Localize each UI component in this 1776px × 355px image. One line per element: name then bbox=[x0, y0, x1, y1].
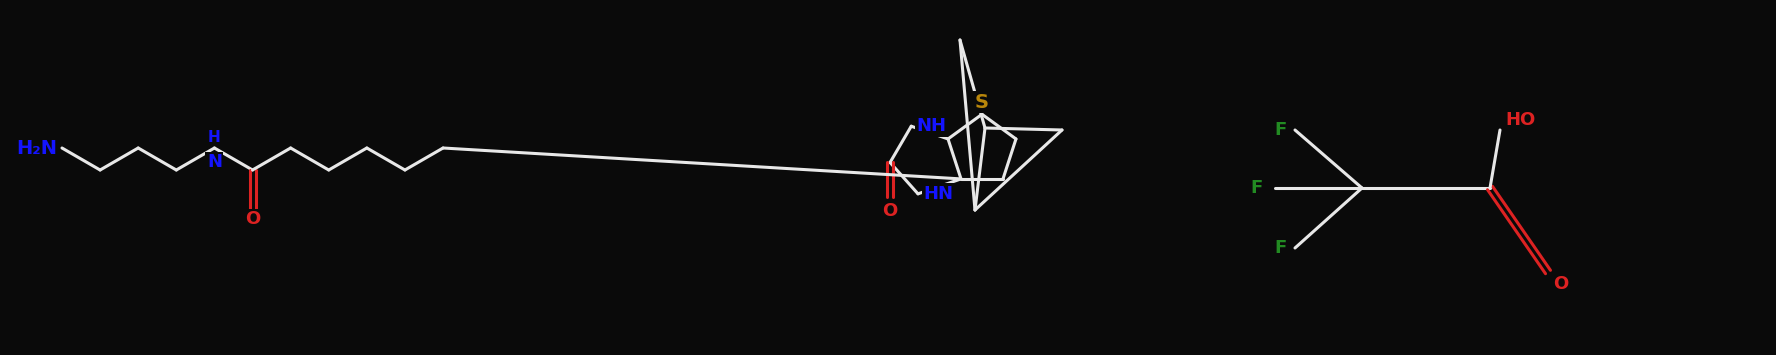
Text: O: O bbox=[1552, 275, 1568, 293]
Text: H: H bbox=[208, 130, 220, 145]
Text: NH: NH bbox=[916, 117, 947, 135]
Text: O: O bbox=[245, 210, 259, 228]
Text: HN: HN bbox=[924, 185, 954, 203]
Text: N: N bbox=[208, 153, 222, 171]
Text: H₂N: H₂N bbox=[16, 138, 57, 158]
Text: O: O bbox=[883, 202, 897, 220]
Text: F: F bbox=[1275, 121, 1288, 139]
Text: F: F bbox=[1250, 179, 1263, 197]
Text: S: S bbox=[975, 93, 989, 112]
Text: HO: HO bbox=[1504, 111, 1534, 129]
Text: F: F bbox=[1275, 239, 1288, 257]
